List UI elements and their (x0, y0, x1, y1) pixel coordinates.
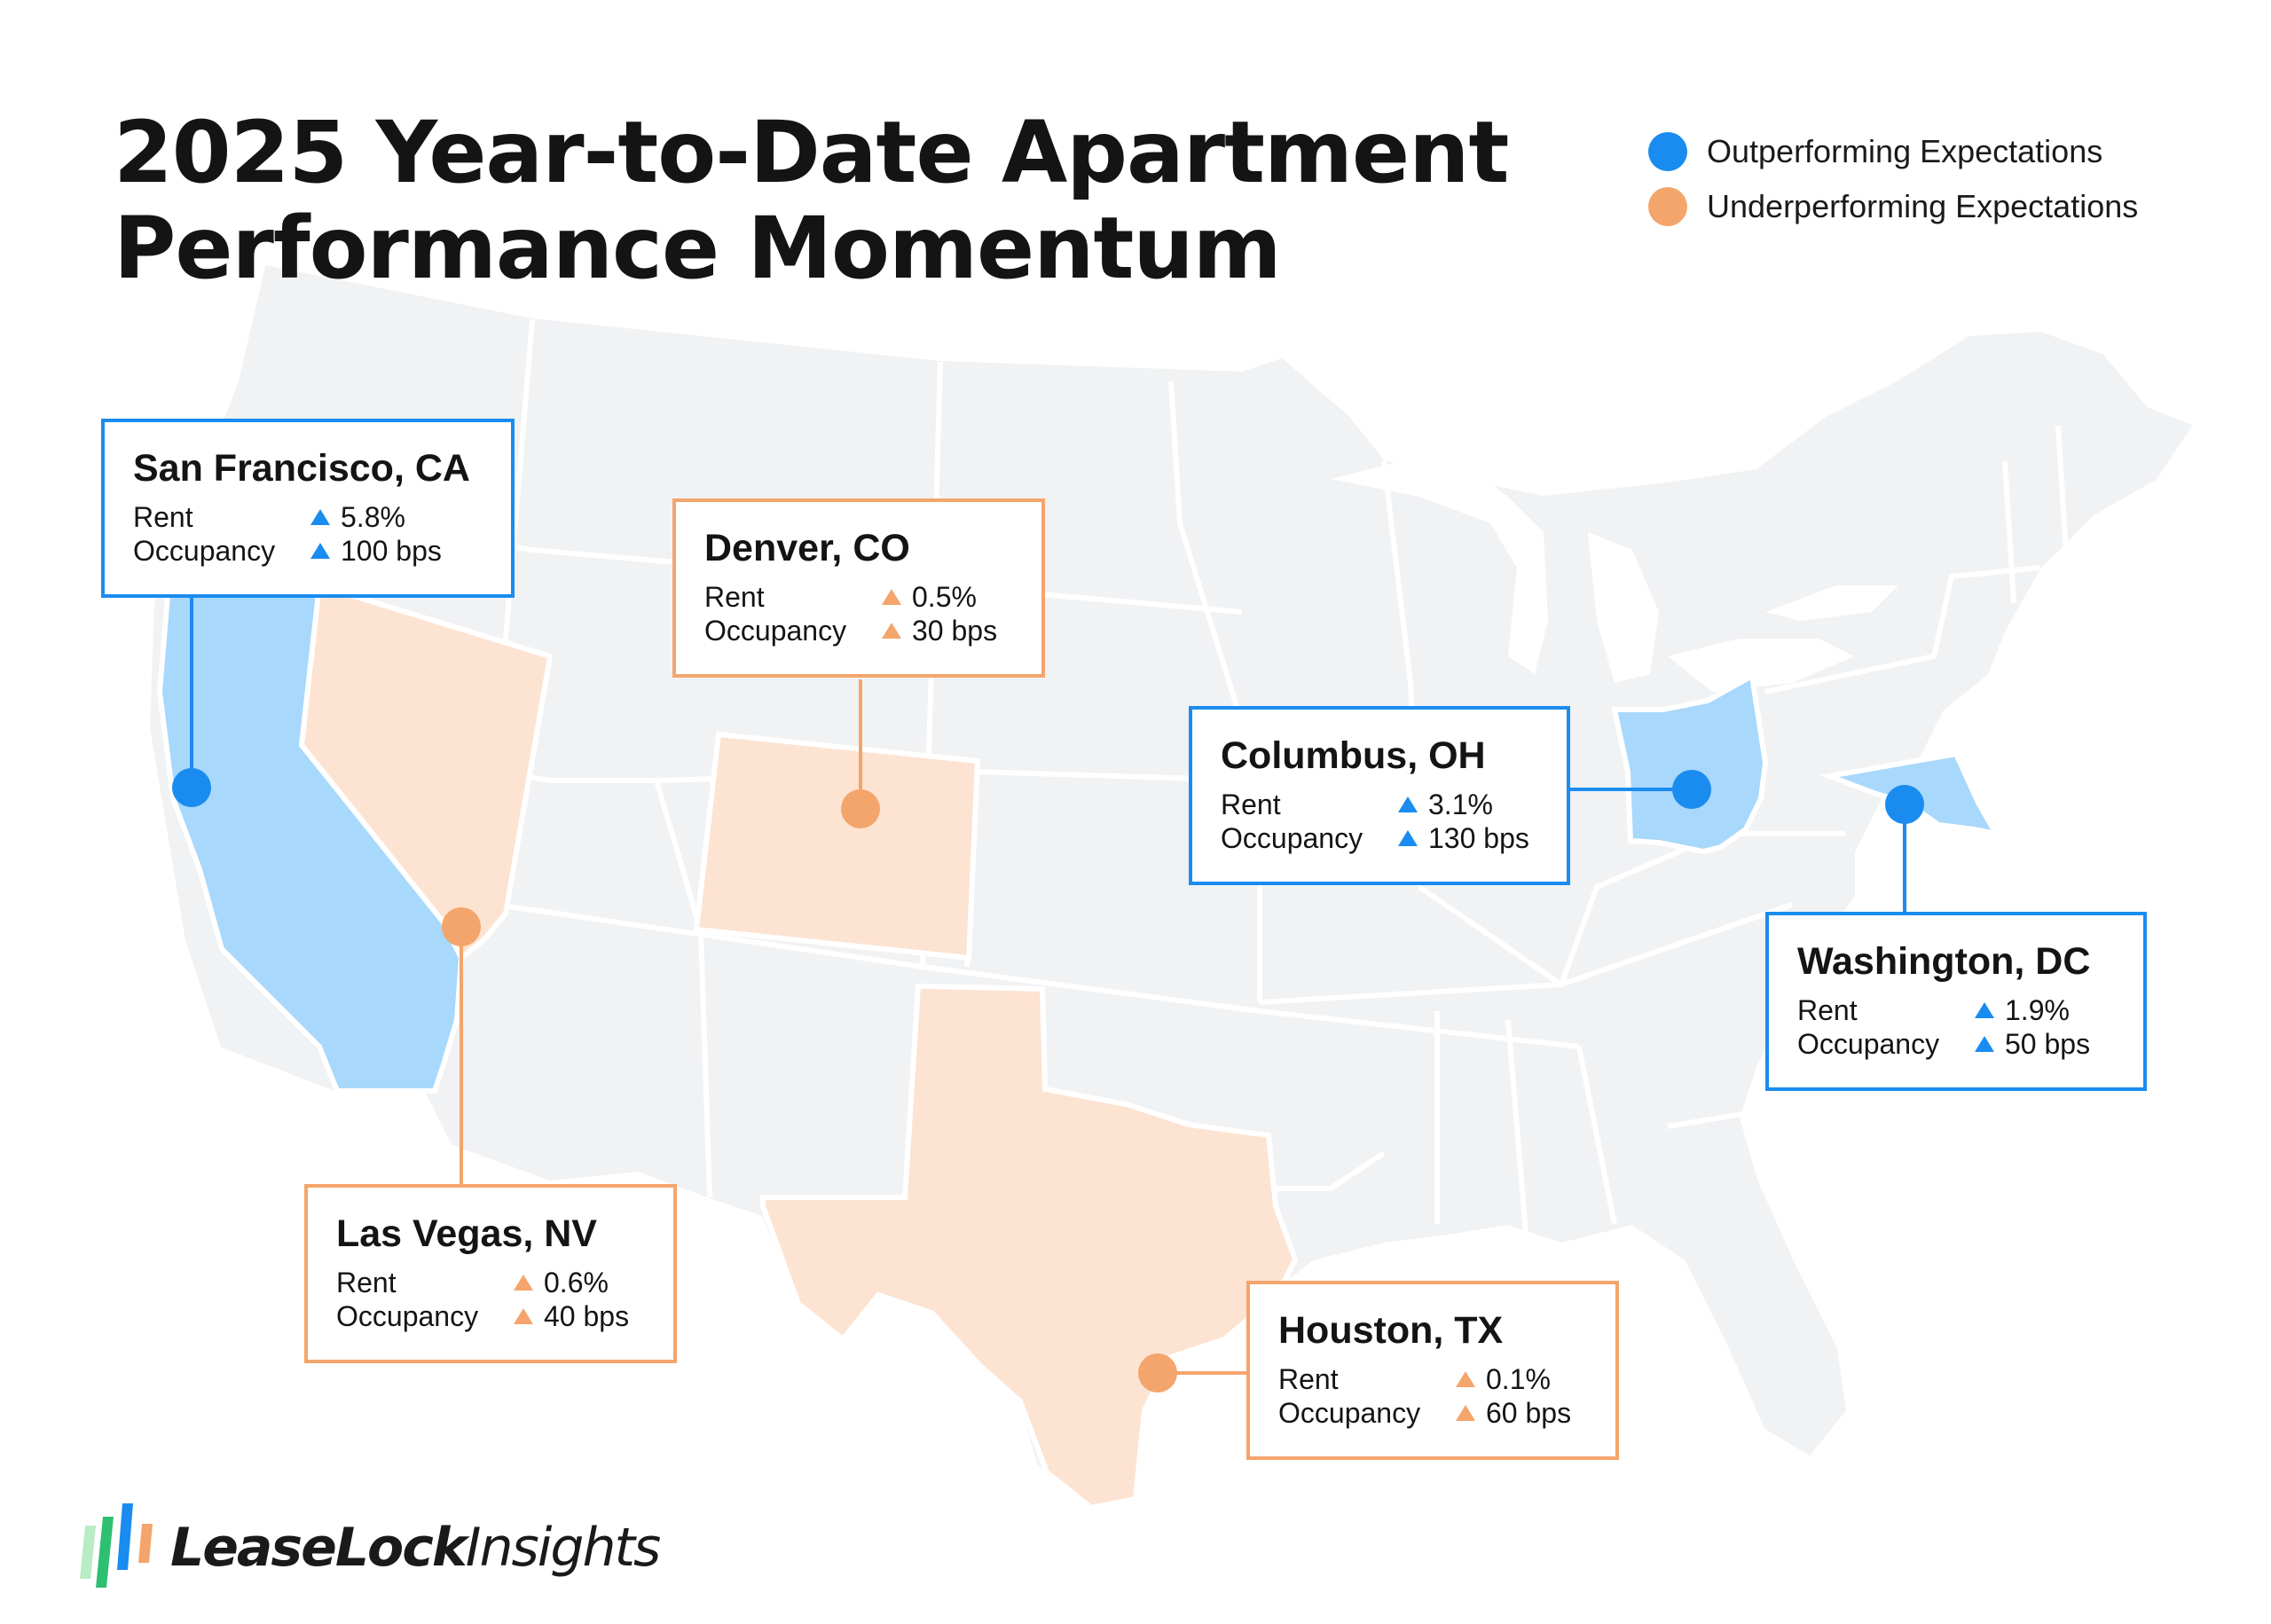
occupancy-row: Occupancy 50 bps (1797, 1027, 2143, 1061)
nevada-shape (298, 582, 554, 962)
rent-row: Rent 5.8% (133, 500, 511, 534)
colorado-shape (693, 731, 981, 961)
occupancy-value: 130 bps (1428, 822, 1529, 854)
ohio-shape (1611, 671, 1769, 855)
up-triangle-icon (1975, 1002, 1994, 1018)
great-lakes (1331, 461, 1898, 692)
callout-houston[interactable]: Houston, TX Rent 0.1% Occupancy 60 bps (1246, 1281, 1619, 1460)
rent-label: Rent (704, 581, 765, 613)
legend: Outperforming Expectations Underperformi… (1648, 124, 2138, 234)
callout-city: Denver, CO (704, 527, 910, 569)
callout-columbus[interactable]: Columbus, OH Rent 3.1% Occupancy 130 bps (1189, 706, 1570, 885)
legend-label-outperform: Outperforming Expectations (1707, 133, 2103, 169)
up-triangle-icon (310, 509, 330, 525)
up-triangle-icon (514, 1275, 533, 1291)
denver-marker[interactable] (841, 789, 880, 828)
occupancy-label: Occupancy (1221, 822, 1363, 854)
title-line-2: Performance Momentum (114, 199, 1282, 298)
houston-marker[interactable] (1138, 1353, 1177, 1393)
occupancy-row: Occupancy 60 bps (1278, 1396, 1615, 1430)
up-triangle-icon (882, 589, 901, 605)
occupancy-row: Occupancy 40 bps (336, 1299, 673, 1333)
occupancy-row: Occupancy 100 bps (133, 534, 511, 568)
occupancy-value: 40 bps (544, 1300, 630, 1332)
callout-las-vegas[interactable]: Las Vegas, NV Rent 0.6% Occupancy 40 bps (304, 1184, 677, 1363)
callout-san-francisco[interactable]: San Francisco, CA Rent 5.8% Occupancy 10… (101, 419, 515, 598)
callout-city: San Francisco, CA (133, 447, 470, 490)
up-triangle-icon (1398, 796, 1418, 812)
rent-label: Rent (133, 501, 193, 533)
title-line-1: 2025 Year-to-Date Apartment (114, 103, 1509, 202)
bar-stripes-logo-icon (80, 1503, 153, 1588)
occupancy-label: Occupancy (1797, 1028, 1940, 1060)
columbus-marker[interactable] (1672, 770, 1711, 809)
rent-value: 5.8% (341, 501, 405, 533)
occupancy-label: Occupancy (1278, 1397, 1421, 1429)
logo-text: LeaseLockInsights (170, 1517, 662, 1579)
rent-row: Rent 3.1% (1221, 788, 1567, 821)
us-landmass (149, 264, 2193, 1510)
san-francisco-marker[interactable] (172, 768, 211, 807)
callout-city: Las Vegas, NV (336, 1212, 597, 1255)
up-triangle-icon (1398, 830, 1418, 846)
rent-label: Rent (1221, 788, 1281, 820)
logo-text-part2: Insights (465, 1517, 662, 1579)
connector-lines (190, 596, 1906, 1375)
occupancy-value: 60 bps (1486, 1397, 1572, 1429)
up-triangle-icon (1456, 1371, 1475, 1387)
occupancy-label: Occupancy (133, 535, 276, 567)
rent-row: Rent 0.5% (704, 580, 1041, 614)
callout-denver[interactable]: Denver, CO Rent 0.5% Occupancy 30 bps (672, 498, 1045, 678)
up-triangle-icon (1456, 1405, 1475, 1421)
orange-dot-icon (1648, 187, 1687, 226)
rent-label: Rent (1797, 994, 1858, 1026)
page-title: 2025 Year-to-Date Apartment Performance … (114, 103, 1509, 298)
rent-label: Rent (336, 1267, 397, 1298)
occupancy-row: Occupancy 130 bps (1221, 821, 1567, 855)
callout-city: Houston, TX (1278, 1309, 1504, 1352)
occupancy-value: 100 bps (341, 535, 442, 567)
callout-washington[interactable]: Washington, DC Rent 1.9% Occupancy 50 bp… (1765, 912, 2147, 1091)
las-vegas-marker[interactable] (442, 907, 481, 946)
blue-dot-icon (1648, 132, 1687, 171)
rent-row: Rent 0.1% (1278, 1362, 1615, 1396)
legend-item-outperform: Outperforming Expectations (1648, 124, 2138, 179)
up-triangle-icon (514, 1308, 533, 1324)
occupancy-label: Occupancy (704, 615, 847, 647)
legend-item-underperform: Underperforming Expectations (1648, 179, 2138, 234)
up-triangle-icon (882, 623, 901, 639)
occupancy-value: 50 bps (2005, 1028, 2091, 1060)
occupancy-value: 30 bps (912, 615, 998, 647)
up-triangle-icon (1975, 1036, 1994, 1052)
rent-row: Rent 1.9% (1797, 993, 2143, 1027)
up-triangle-icon (310, 543, 330, 559)
logo-text-part1: LeaseLock (170, 1517, 468, 1579)
callout-city: Washington, DC (1797, 940, 2091, 983)
rent-value: 0.6% (544, 1267, 609, 1298)
legend-label-underperform: Underperforming Expectations (1707, 188, 2139, 224)
rent-value: 0.1% (1486, 1363, 1551, 1395)
washington-marker[interactable] (1885, 785, 1924, 824)
occupancy-label: Occupancy (336, 1300, 479, 1332)
leaselock-insights-logo: LeaseLockInsights (76, 1499, 662, 1597)
rent-label: Rent (1278, 1363, 1339, 1395)
callout-city: Columbus, OH (1221, 734, 1486, 777)
rent-value: 0.5% (912, 581, 977, 613)
rent-row: Rent 0.6% (336, 1266, 673, 1299)
occupancy-row: Occupancy 30 bps (704, 614, 1041, 647)
rent-value: 3.1% (1428, 788, 1493, 820)
texas-shape (760, 984, 1299, 1511)
rent-value: 1.9% (2005, 994, 2070, 1026)
